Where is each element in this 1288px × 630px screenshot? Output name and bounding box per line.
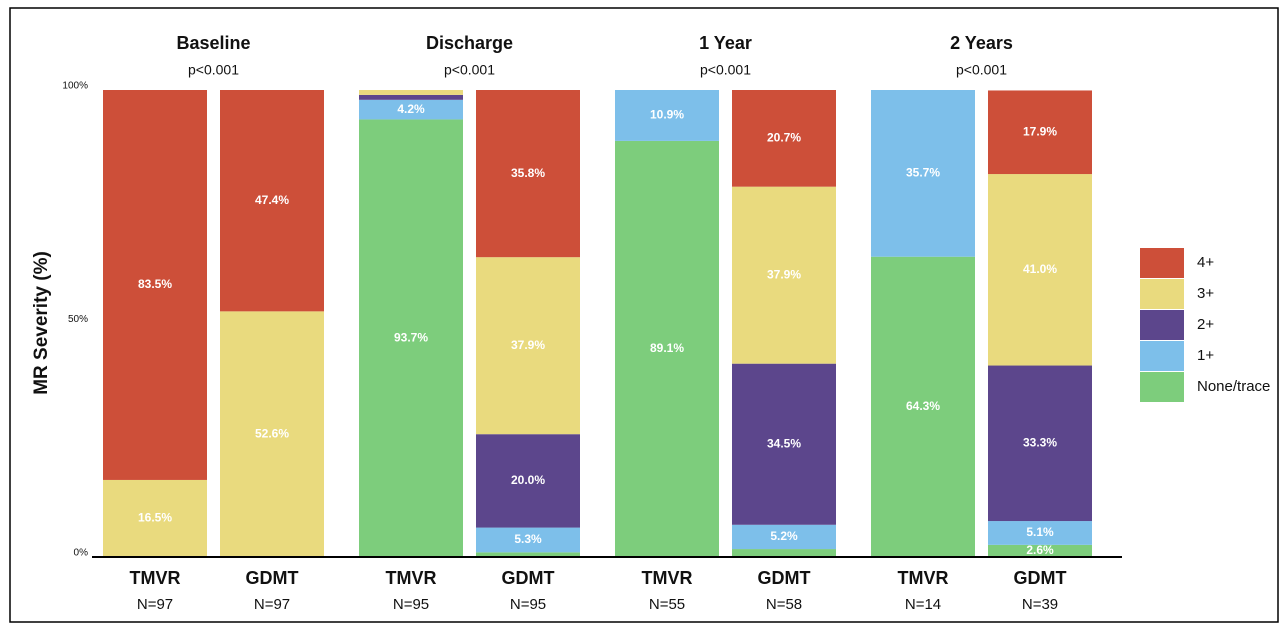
y-axis-label: MR Severity (%) [31,251,52,395]
data-label: 41.0% [1023,262,1057,276]
panel-title: 2 Years [950,33,1013,53]
bar-segment [615,90,719,141]
bar-segment [476,434,580,528]
legend-label: 2+ [1197,316,1214,333]
data-label: 4.2% [397,102,425,116]
bar-segment [871,256,975,557]
bar-segment [988,521,1092,545]
legend-swatch [1140,248,1184,278]
bar-segment [103,479,207,557]
data-label: 93.7% [394,330,428,344]
bar-segment [988,90,1092,175]
bar-segment [359,94,463,100]
panel-subtitle: p<0.001 [444,62,495,78]
bar-segment [220,311,324,557]
bar-segment [988,544,1092,557]
panel-title: Baseline [176,33,250,53]
n-label: N=97 [137,596,173,613]
y-tick-label: 50% [68,314,88,325]
data-label: 2.6% [1026,543,1054,557]
bar-segment [871,90,975,257]
data-label: 34.5% [767,436,801,450]
bar-segment [476,527,580,553]
bar-segment [220,90,324,312]
x-tick-label: TMVR [642,568,693,588]
bar-segment [732,549,836,557]
bar-segment [359,119,463,558]
data-label: 20.7% [767,131,801,145]
legend-label: 1+ [1197,347,1214,364]
data-label: 64.3% [906,399,940,413]
data-label: 33.3% [1023,435,1057,449]
data-label: 52.6% [255,426,289,440]
n-label: N=95 [393,596,429,613]
data-label: 20.0% [511,473,545,487]
panel-subtitle: p<0.001 [956,62,1007,78]
bar-segment [615,140,719,557]
x-tick-label: TMVR [386,568,437,588]
bar-segment [732,524,836,550]
legend-swatch [1140,372,1184,402]
frame [9,7,1279,623]
data-label: 89.1% [650,341,684,355]
data-label: 37.9% [767,267,801,281]
panel-subtitle: p<0.001 [700,62,751,78]
x-tick-label: TMVR [898,568,949,588]
bar-segment [103,90,207,480]
n-label: N=97 [254,596,290,613]
data-label: 35.7% [906,166,940,180]
x-tick-label: GDMT [758,568,811,588]
panel-title: 1 Year [699,33,752,53]
data-label: 5.3% [514,532,542,546]
bar-segment [359,90,463,95]
legend-swatch [1140,279,1184,309]
n-label: N=95 [510,596,546,613]
bar-segment [732,363,836,525]
y-tick-label: 100% [62,81,88,92]
bar-segment [476,257,580,435]
bar-segment [476,552,580,557]
panel-title: Discharge [426,33,513,53]
data-label: 83.5% [138,277,172,291]
x-tick-label: GDMT [246,568,299,588]
data-label: 47.4% [255,193,289,207]
data-label: 17.9% [1023,124,1057,138]
bar-segment [988,365,1092,522]
bar-segment [476,90,580,258]
bar-segment [988,174,1092,366]
data-label: 37.9% [511,338,545,352]
legend-swatch [1140,341,1184,371]
legend-swatch [1140,310,1184,340]
x-tick-label: GDMT [502,568,555,588]
legend-label: None/trace [1197,378,1270,395]
data-label: 35.8% [511,166,545,180]
data-label: 16.5% [138,511,172,525]
x-tick-label: TMVR [130,568,181,588]
data-label: 5.1% [1026,525,1054,539]
n-label: N=14 [905,596,941,613]
y-tick-label: 0% [74,548,89,559]
data-label: 10.9% [650,108,684,122]
legend-label: 3+ [1197,285,1214,302]
n-label: N=58 [766,596,802,613]
bar-segment [732,186,836,364]
data-label: 5.2% [770,529,798,543]
bar-segment [732,90,836,187]
panel-subtitle: p<0.001 [188,62,239,78]
n-label: N=39 [1022,596,1058,613]
x-tick-label: GDMT [1014,568,1067,588]
n-label: N=55 [649,596,685,613]
legend-label: 4+ [1197,254,1214,271]
bar-segment [359,99,463,120]
